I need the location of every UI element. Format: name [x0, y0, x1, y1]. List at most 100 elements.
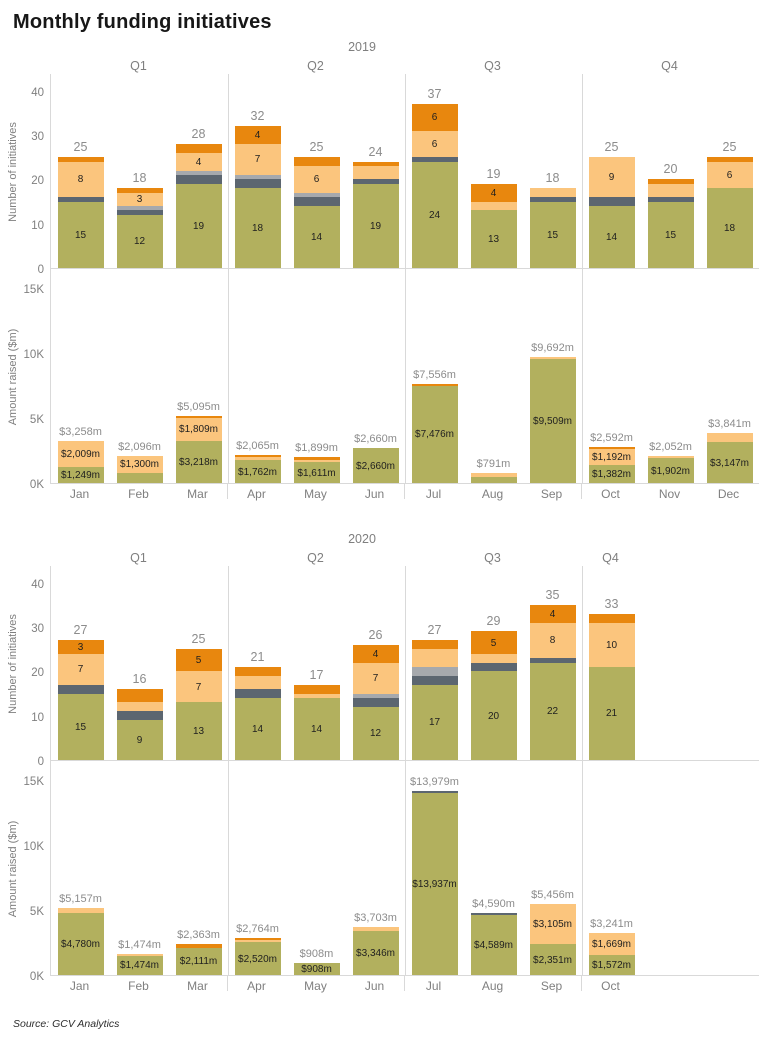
bar-total-label: $1,474m [118, 938, 161, 951]
segment-value-label: 5 [195, 655, 202, 667]
month-label: Sep [540, 979, 563, 993]
bar-segment-lorange [529, 188, 576, 198]
segment-value-label: 18 [723, 223, 736, 235]
segment-value-label: 4 [254, 130, 261, 142]
segment-value-label: 24 [428, 209, 441, 221]
y-tick-label: 0K [29, 479, 44, 491]
month-label: Oct [601, 979, 620, 993]
y-tick-label: 5K [29, 413, 44, 426]
segment-value-label: $2,111m [179, 956, 218, 968]
plot-area: $4,780m $5,157m $1,474m $1,474m $2,111m $2,36… [50, 761, 759, 976]
bar-segment-slate [352, 179, 399, 184]
bar-segment-dorange [529, 604, 576, 623]
bar-segment-lorange [352, 926, 399, 932]
page-title: Monthly funding initiatives [13, 11, 272, 33]
segment-value-label: 8 [77, 174, 84, 186]
quarter-separator [581, 976, 582, 991]
bar-segment-dorange [470, 631, 517, 654]
bar-segment-lorange [411, 649, 458, 667]
bar-segment-lorange [352, 166, 399, 180]
y-tick-label: 10 [31, 711, 44, 724]
segment-value-label: $2,009m [61, 448, 100, 460]
bar-segment-green [234, 460, 281, 483]
bar-segment-green [411, 385, 458, 483]
segment-value-label: $1,762m [238, 466, 277, 478]
y-tick-label: 15K [23, 283, 44, 296]
bar-segment-dorange [234, 454, 281, 457]
chart-panel: Number of initiatives 0 10 20 30 40 15 7 3 27 9 16 1… [0, 566, 768, 768]
bar-segment-lgray [175, 170, 222, 175]
bar-segment-dorange [234, 666, 281, 676]
bar-total-label: 16 [132, 672, 147, 687]
segment-value-label: 21 [605, 708, 618, 720]
bar-segment-slate [470, 913, 517, 916]
bar-segment-green [529, 201, 576, 268]
segment-value-label: 6 [431, 112, 438, 124]
bar-segment-slate [116, 711, 163, 721]
quarter-separator [404, 484, 405, 499]
bar-segment-lorange [529, 356, 576, 360]
month-label: May [304, 979, 327, 993]
segment-value-label: 7 [254, 154, 261, 166]
y-tick-label: 40 [31, 86, 44, 99]
quarter-label: Q2 [307, 59, 324, 73]
bar-segment-green [706, 442, 753, 483]
bar-total-label: 26 [368, 627, 383, 642]
bar-segment-dorange [470, 183, 517, 202]
segment-value-label: 6 [313, 174, 320, 186]
bar-total-label: $2,764m [236, 922, 279, 935]
month-axis: Jan Feb Mar Apr May Jun Jul Aug Sep Oct Nov Dec [0, 484, 768, 504]
bar-segment-green [175, 702, 222, 760]
segment-value-label: 19 [369, 220, 382, 232]
segment-value-label: 8 [549, 635, 556, 647]
bar-segment-lorange [57, 440, 104, 467]
quarter-separator [581, 484, 582, 499]
y-tick-label: 0 [37, 264, 44, 276]
bar-segment-green [175, 947, 222, 975]
bar-segment-slate [470, 662, 517, 672]
segment-value-label: 6 [431, 138, 438, 150]
segment-value-label: 7 [195, 681, 202, 693]
month-label: Jan [69, 487, 90, 501]
bar-segment-slate [234, 179, 281, 189]
bar-total-label: $9,692m [531, 341, 574, 354]
year-label: 2019 [348, 40, 376, 54]
bar-segment-green [116, 955, 163, 975]
bar-segment-green [588, 465, 635, 483]
bar-segment-slate [647, 197, 694, 202]
bar-total-label: $13,979m [410, 776, 459, 789]
bar-segment-slate [411, 791, 458, 794]
quarter-separator [405, 761, 406, 975]
quarter-label: Q4 [661, 59, 678, 73]
bar-segment-dorange [588, 613, 635, 623]
plot-area: 15 8 25 12 3 18 19 4 28 18 7 4 32 14 6 25 19 24 24 6 6 37 13 4 1… [50, 74, 759, 269]
bar-segment-dorange [234, 126, 281, 144]
segment-value-label: 14 [310, 231, 323, 243]
bar-segment-green [529, 944, 576, 975]
segment-value-label: 12 [369, 728, 382, 740]
bar-segment-green [293, 963, 340, 975]
month-label: Nov [658, 487, 681, 501]
bar-segment-green [706, 188, 753, 268]
bar-total-label: 17 [309, 667, 324, 682]
bar-segment-lorange [529, 622, 576, 659]
month-label: Feb [128, 487, 149, 501]
bar-segment-lorange [234, 143, 281, 175]
bar-segment-green [411, 793, 458, 975]
quarter-separator [228, 566, 229, 760]
plot-area: 15 7 3 27 9 16 13 7 5 25 14 21 14 17 12 7 4 26 17 27 20 5 29 22… [50, 566, 759, 761]
segment-value-label: $3,105m [533, 919, 572, 931]
bar-total-label: $2,592m [590, 432, 633, 445]
segment-value-label: 15 [74, 721, 87, 733]
bar-segment-green [588, 205, 635, 268]
bar-segment-lgray [352, 693, 399, 698]
bar-segment-lorange [57, 907, 104, 913]
bar-total-label: 27 [427, 623, 442, 638]
segment-value-label: 15 [74, 229, 87, 241]
bar-total-label: 21 [250, 649, 265, 664]
bar-segment-lorange [470, 653, 517, 663]
bar-segment-green [293, 697, 340, 760]
bar-segment-green [116, 720, 163, 760]
segment-value-label: $2,660m [356, 460, 395, 472]
bar-segment-lorange [470, 472, 517, 477]
